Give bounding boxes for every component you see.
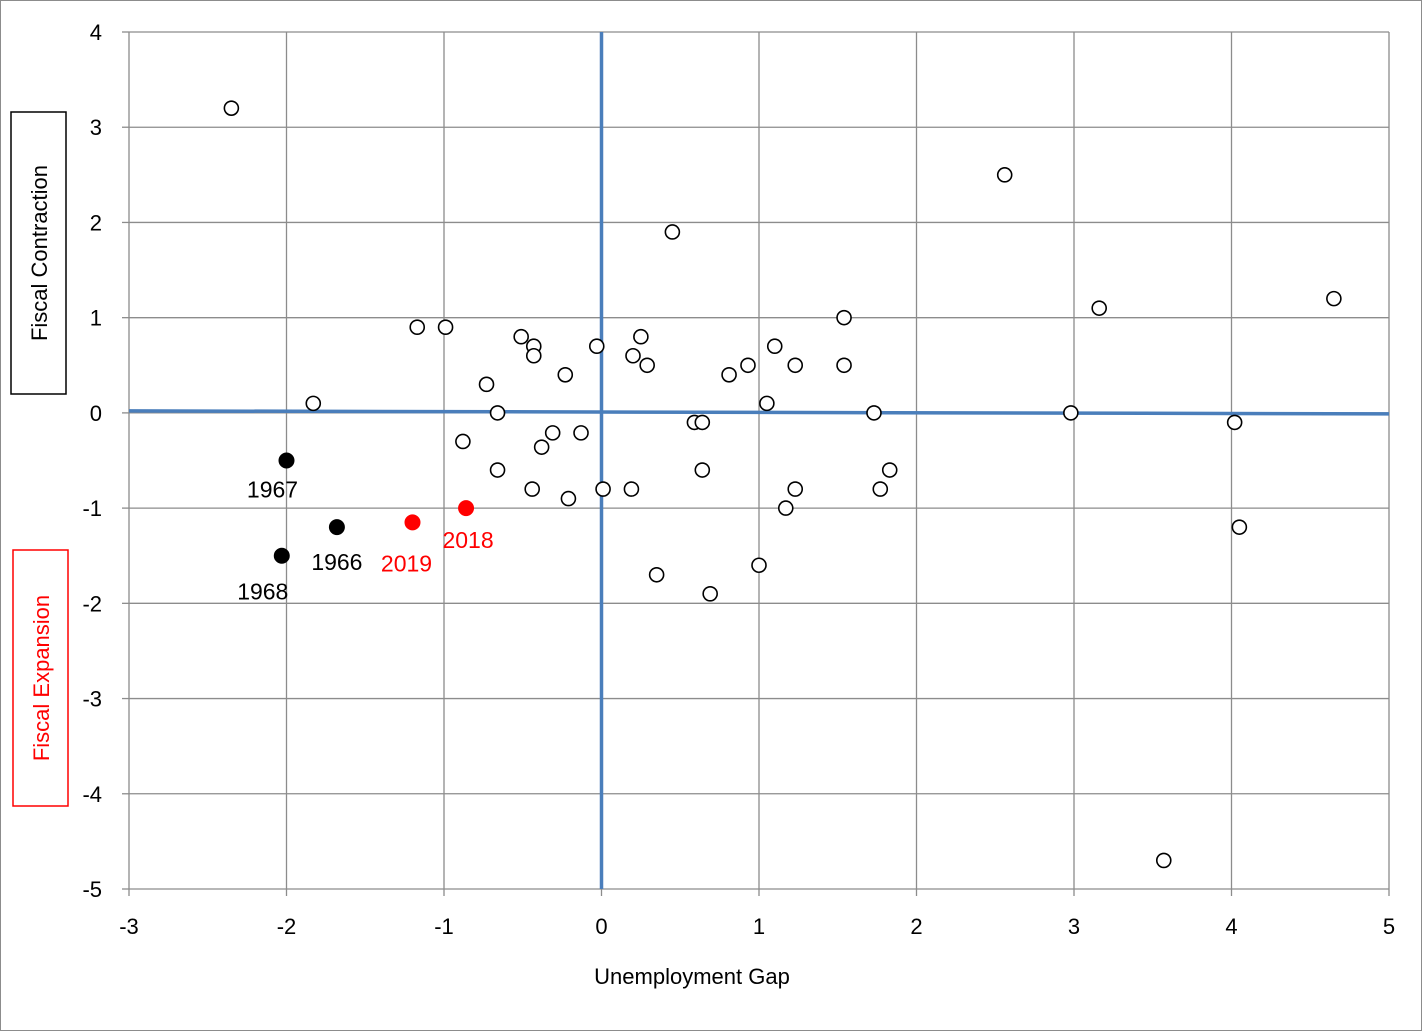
x-tick-label: 2	[910, 914, 922, 939]
data-point	[1063, 405, 1079, 421]
x-tick-label: -2	[277, 914, 297, 939]
x-axis-title: Unemployment Gap	[594, 964, 790, 989]
data-point	[787, 357, 804, 374]
y-tick-label: -3	[82, 687, 102, 712]
data-point	[633, 328, 649, 345]
data-point	[787, 481, 804, 497]
highlighted-point	[273, 547, 290, 564]
data-points	[223, 100, 1342, 869]
data-point	[544, 425, 561, 441]
x-tick-label: -1	[434, 914, 454, 939]
x-tick-label: -3	[119, 914, 139, 939]
data-point	[223, 100, 240, 116]
point-label-1968: 1968	[237, 579, 288, 605]
data-point	[623, 481, 640, 497]
data-point	[1226, 414, 1243, 431]
data-point	[836, 357, 852, 374]
data-point	[625, 347, 641, 364]
data-point	[595, 481, 611, 497]
y-tick-label: -4	[82, 782, 102, 807]
data-point	[1231, 519, 1248, 535]
data-point	[694, 462, 711, 478]
data-point	[573, 425, 589, 441]
data-point	[455, 433, 471, 450]
data-point	[639, 357, 655, 374]
y-tick-label: 1	[90, 306, 102, 331]
data-point	[694, 414, 711, 431]
horizontal-zero-line	[128, 409, 1390, 416]
point-label-2018: 2018	[442, 527, 493, 553]
point-label-1966: 1966	[311, 549, 362, 575]
data-point	[759, 395, 775, 412]
x-tick-label: 5	[1383, 914, 1395, 939]
fiscal-contraction-box: Fiscal Contraction	[10, 111, 67, 395]
data-point	[560, 490, 577, 507]
data-point	[996, 167, 1013, 183]
data-point	[533, 439, 550, 455]
data-point	[751, 557, 767, 574]
x-tick-label: 3	[1068, 914, 1080, 939]
highlighted-point	[328, 519, 345, 536]
data-point	[489, 405, 506, 421]
data-point	[1155, 852, 1172, 869]
data-point	[409, 319, 426, 335]
fiscal-contraction-label: Fiscal Contraction	[27, 165, 52, 341]
fiscal-expansion-box: Fiscal Expansion	[12, 549, 69, 807]
data-point	[305, 395, 322, 412]
data-point	[866, 405, 882, 421]
data-point	[478, 376, 495, 393]
y-tick-label: 3	[90, 115, 102, 140]
data-point	[524, 481, 541, 497]
highlighted-point	[278, 452, 295, 469]
data-point	[588, 338, 605, 355]
point-label-1967: 1967	[247, 477, 298, 503]
data-point	[1091, 300, 1107, 316]
x-tick-label: 4	[1225, 914, 1237, 939]
y-tick-label: 4	[90, 20, 102, 45]
y-tick-label: -5	[82, 877, 102, 902]
y-tick-label: -2	[82, 591, 102, 616]
data-point	[702, 586, 718, 602]
highlighted-point	[404, 514, 421, 531]
data-point	[513, 328, 529, 345]
data-point	[740, 357, 756, 374]
y-tick-label: -1	[82, 496, 102, 521]
data-point	[836, 309, 852, 326]
x-tick-label: 0	[595, 914, 607, 939]
point-label-2019: 2019	[381, 550, 432, 576]
data-point	[881, 462, 898, 478]
grid	[122, 31, 1390, 896]
data-point	[557, 366, 574, 383]
data-point	[872, 481, 889, 497]
data-point	[664, 224, 681, 240]
data-point	[777, 500, 794, 516]
data-point	[648, 566, 665, 583]
y-tick-label: 0	[90, 401, 102, 426]
data-point	[766, 338, 783, 355]
y-tick-label: 2	[90, 210, 102, 235]
x-tick-label: 1	[753, 914, 765, 939]
reference-lines	[128, 32, 1390, 889]
fiscal-expansion-label: Fiscal Expansion	[29, 595, 54, 761]
tick-labels: -3 -2 -1 0 1 2 3 4 5 4 3 2 1 0 -1 -2 -3 -4 -5	[82, 20, 1395, 939]
data-point	[1326, 290, 1342, 307]
point-labels: 1967 1966 1968 2019 2018	[237, 477, 493, 605]
data-point	[525, 347, 542, 364]
data-point	[721, 366, 737, 383]
data-point	[489, 462, 506, 478]
highlighted-point	[458, 500, 475, 517]
data-point	[437, 319, 454, 335]
